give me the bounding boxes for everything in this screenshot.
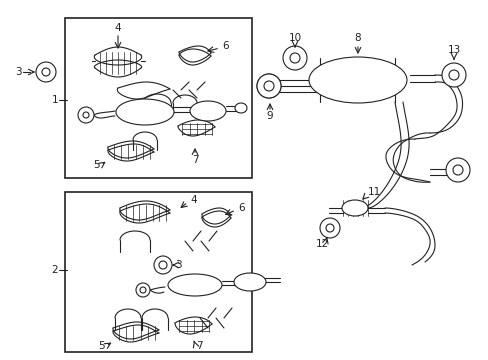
Circle shape bbox=[159, 261, 167, 269]
Ellipse shape bbox=[308, 57, 406, 103]
Circle shape bbox=[257, 74, 281, 98]
Text: 10: 10 bbox=[288, 33, 301, 43]
Text: 7: 7 bbox=[196, 341, 202, 351]
Ellipse shape bbox=[116, 99, 174, 125]
Text: 5: 5 bbox=[93, 160, 100, 170]
Text: 13: 13 bbox=[447, 45, 460, 55]
Text: 6: 6 bbox=[238, 203, 244, 213]
Bar bbox=[65, 18, 251, 178]
Ellipse shape bbox=[234, 273, 265, 291]
Circle shape bbox=[154, 256, 172, 274]
Circle shape bbox=[36, 62, 56, 82]
Circle shape bbox=[289, 53, 299, 63]
Text: 12: 12 bbox=[315, 239, 328, 249]
Text: 5: 5 bbox=[98, 341, 105, 351]
Ellipse shape bbox=[168, 274, 222, 296]
Text: 2: 2 bbox=[51, 265, 58, 275]
Text: 4: 4 bbox=[190, 195, 196, 205]
Text: 3: 3 bbox=[175, 260, 181, 270]
Text: 1: 1 bbox=[51, 95, 58, 105]
Circle shape bbox=[264, 81, 273, 91]
Circle shape bbox=[448, 70, 458, 80]
Circle shape bbox=[136, 283, 150, 297]
Text: 4: 4 bbox=[115, 23, 121, 33]
Circle shape bbox=[445, 158, 469, 182]
Text: 8: 8 bbox=[354, 33, 361, 43]
Text: 3: 3 bbox=[15, 67, 22, 77]
Text: 9: 9 bbox=[266, 111, 273, 121]
Circle shape bbox=[83, 112, 89, 118]
Bar bbox=[65, 192, 251, 352]
Ellipse shape bbox=[341, 200, 367, 216]
Circle shape bbox=[257, 74, 281, 98]
Circle shape bbox=[42, 68, 50, 76]
Text: 7: 7 bbox=[191, 155, 198, 165]
Circle shape bbox=[452, 165, 462, 175]
Circle shape bbox=[325, 224, 333, 232]
Circle shape bbox=[78, 107, 94, 123]
Circle shape bbox=[326, 78, 336, 88]
Circle shape bbox=[319, 71, 343, 95]
Circle shape bbox=[140, 287, 146, 293]
Circle shape bbox=[283, 46, 306, 70]
Circle shape bbox=[264, 81, 273, 91]
Text: 11: 11 bbox=[367, 187, 381, 197]
Circle shape bbox=[441, 63, 465, 87]
Ellipse shape bbox=[190, 101, 225, 121]
Text: 6: 6 bbox=[222, 41, 228, 51]
Circle shape bbox=[319, 218, 339, 238]
Ellipse shape bbox=[235, 103, 246, 113]
